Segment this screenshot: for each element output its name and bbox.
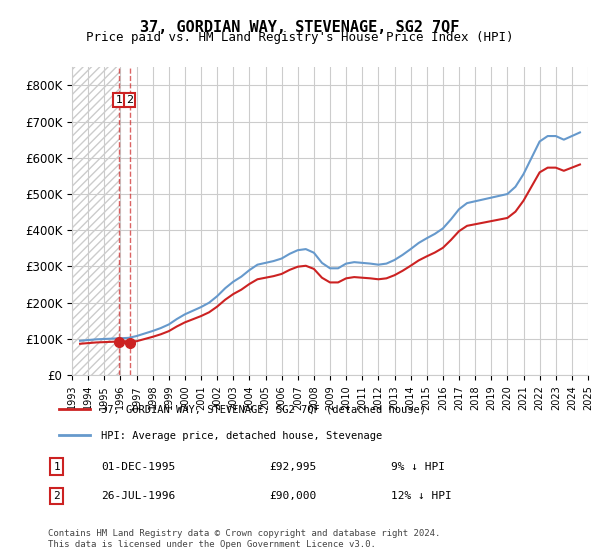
Text: 9% ↓ HPI: 9% ↓ HPI xyxy=(391,462,445,472)
Text: 26-JUL-1996: 26-JUL-1996 xyxy=(101,491,175,501)
Text: 37, GORDIAN WAY, STEVENAGE, SG2 7QF: 37, GORDIAN WAY, STEVENAGE, SG2 7QF xyxy=(140,20,460,35)
Text: Price paid vs. HM Land Registry's House Price Index (HPI): Price paid vs. HM Land Registry's House … xyxy=(86,31,514,44)
Text: £92,995: £92,995 xyxy=(270,462,317,472)
Text: 01-DEC-1995: 01-DEC-1995 xyxy=(101,462,175,472)
Text: 1: 1 xyxy=(116,95,122,105)
Text: 2: 2 xyxy=(126,95,133,105)
Bar xyxy=(72,67,121,375)
Text: 1: 1 xyxy=(53,462,60,472)
Text: £90,000: £90,000 xyxy=(270,491,317,501)
Text: HPI: Average price, detached house, Stevenage: HPI: Average price, detached house, Stev… xyxy=(101,431,382,441)
Text: 2: 2 xyxy=(53,491,60,501)
Text: 12% ↓ HPI: 12% ↓ HPI xyxy=(391,491,452,501)
Text: Contains HM Land Registry data © Crown copyright and database right 2024.
This d: Contains HM Land Registry data © Crown c… xyxy=(48,529,440,549)
Text: 37, GORDIAN WAY, STEVENAGE, SG2 7QF (detached house): 37, GORDIAN WAY, STEVENAGE, SG2 7QF (det… xyxy=(101,405,426,415)
Bar xyxy=(72,67,121,375)
